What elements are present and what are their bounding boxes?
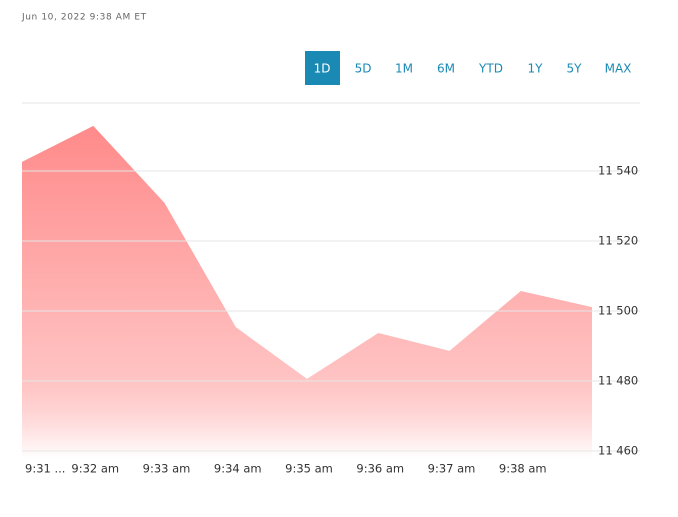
range-button-label: YTD bbox=[478, 62, 503, 76]
range-button-label: MAX bbox=[605, 62, 632, 76]
x-tick-label: 9:37 am bbox=[428, 462, 476, 476]
x-tick-label: 9:32 am bbox=[71, 462, 119, 476]
range-button-label: 5Y bbox=[567, 62, 583, 76]
x-tick-label: 9:31 ... bbox=[25, 462, 65, 476]
x-tick-label: 9:36 am bbox=[356, 462, 404, 476]
y-tick-label: 11 480 bbox=[598, 374, 638, 388]
x-tick-label: 9:33 am bbox=[143, 462, 191, 476]
range-button[interactable]: 1M bbox=[395, 62, 413, 76]
range-button[interactable]: 5D bbox=[355, 62, 372, 76]
x-tick-label: 9:38 am bbox=[499, 462, 547, 476]
range-button[interactable]: 5Y bbox=[567, 62, 583, 76]
range-button-label: 1D bbox=[314, 62, 331, 76]
range-button[interactable]: 1D bbox=[305, 51, 340, 85]
range-button[interactable]: 6M bbox=[437, 62, 455, 76]
y-tick-label: 11 460 bbox=[598, 444, 638, 458]
x-tick-label: 9:34 am bbox=[214, 462, 262, 476]
price-area bbox=[22, 125, 592, 459]
range-button-label: 1Y bbox=[528, 62, 544, 76]
timestamp: Jun 10, 2022 9:38 AM ET bbox=[21, 13, 147, 23]
y-tick-label: 11 540 bbox=[598, 164, 638, 178]
y-tick-label: 11 520 bbox=[598, 234, 638, 248]
range-button[interactable]: 1Y bbox=[528, 62, 544, 76]
range-button-label: 1M bbox=[395, 62, 413, 76]
range-button-bg bbox=[305, 51, 340, 85]
x-tick-label: 9:35 am bbox=[285, 462, 333, 476]
range-button[interactable]: YTD bbox=[478, 62, 503, 76]
range-button-label: 6M bbox=[437, 62, 455, 76]
range-button-label: 5D bbox=[355, 62, 372, 76]
range-button[interactable]: MAX bbox=[605, 62, 632, 76]
y-tick-label: 11 500 bbox=[598, 304, 638, 318]
